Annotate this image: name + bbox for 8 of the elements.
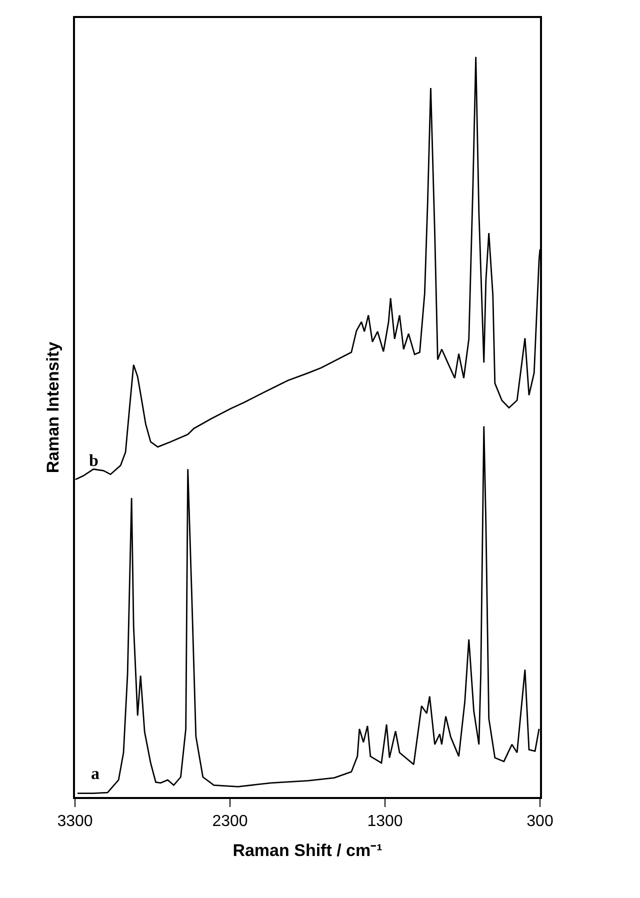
y-axis-title: Raman Intensity	[43, 341, 62, 474]
x-axis-title: Raman Shift / cm⁻¹	[232, 840, 383, 860]
series-label: a	[91, 764, 100, 783]
series-label: b	[89, 451, 98, 470]
x-tick-label: 2300	[212, 812, 248, 830]
x-tick-label: 300	[526, 812, 554, 830]
x-tick-label: 1300	[367, 812, 403, 830]
x-tick-label: 3300	[57, 812, 93, 830]
